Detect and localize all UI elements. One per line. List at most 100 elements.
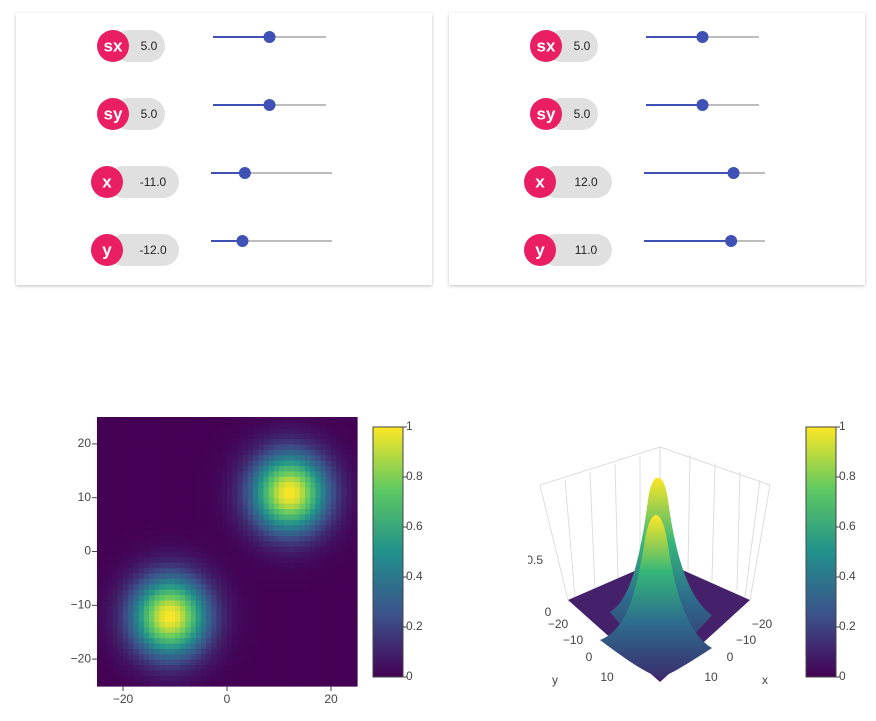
- heatmap-cell: [336, 535, 342, 542]
- heatmap-cell: [294, 508, 301, 515]
- slider-thumb[interactable]: [238, 167, 251, 179]
- heatmap-cell: [315, 621, 322, 628]
- heatmap-cell: [123, 535, 129, 542]
- heatmap-cell: [211, 454, 218, 461]
- heatmap-cell: [112, 503, 119, 510]
- heatmap-cell: [133, 427, 140, 434]
- slider-thumb[interactable]: [696, 31, 709, 43]
- heatmap-cell: [242, 497, 249, 504]
- heatmap-cell: [195, 556, 202, 563]
- heatmap-cell: [247, 637, 254, 644]
- heatmap-cell: [206, 497, 212, 504]
- heatmap-cell: [185, 417, 192, 423]
- heatmap-cell: [279, 551, 285, 558]
- heatmap-cell: [112, 524, 119, 531]
- heatmap-cell: [206, 610, 212, 617]
- heatmap-cell: [143, 535, 150, 542]
- heatmap-cell: [341, 438, 348, 445]
- heatmap-cell: [117, 626, 124, 633]
- heatmap-cell: [107, 556, 114, 563]
- heatmap-cell: [294, 626, 301, 633]
- heatmap-cell: [201, 626, 207, 633]
- heatmap-cell: [123, 497, 129, 504]
- heatmap-cell: [315, 589, 322, 596]
- slider-thumb[interactable]: [263, 31, 276, 43]
- heatmap-cell: [273, 513, 280, 520]
- heatmap-cell: [247, 583, 254, 590]
- slider-thumb[interactable]: [725, 235, 738, 247]
- heatmap-cell: [268, 503, 275, 510]
- heatmap-cell: [107, 610, 114, 617]
- x-tick-label: 20: [324, 692, 338, 706]
- heatmap-cell: [117, 497, 124, 504]
- heatmap-cell: [289, 524, 296, 531]
- heatmap-cell: [102, 486, 108, 493]
- heatmap-cell: [346, 519, 353, 526]
- heatmap-cell: [305, 427, 311, 434]
- heatmap-cell: [102, 583, 108, 590]
- heatmap-cell: [133, 546, 140, 553]
- heatmap-cell: [221, 562, 228, 569]
- heatmap-cell: [325, 470, 332, 477]
- heatmap-cell: [268, 626, 275, 633]
- heatmap-cell: [247, 546, 254, 553]
- slider-thumb[interactable]: [236, 235, 249, 247]
- heatmap-cell: [247, 594, 254, 601]
- slider-thumb[interactable]: [696, 99, 709, 111]
- heatmap-cell: [138, 589, 145, 596]
- heatmap-cell: [299, 659, 306, 666]
- heatmap-cell: [128, 621, 134, 628]
- heatmap-cell: [149, 503, 155, 510]
- heatmap-cell: [263, 648, 270, 655]
- heatmap-cell: [117, 422, 124, 429]
- heatmap-cell: [164, 540, 171, 547]
- heatmap-cell: [299, 481, 306, 488]
- heatmap-cell: [128, 675, 134, 682]
- heatmap-cell: [336, 476, 342, 483]
- heatmap-cell: [117, 481, 124, 488]
- slider-thumb[interactable]: [263, 99, 276, 111]
- heatmap-cell: [320, 626, 327, 633]
- heatmap-cell: [128, 503, 134, 510]
- heatmap-cell: [279, 546, 285, 553]
- heatmap-cell: [325, 621, 332, 628]
- heatmap-cell: [159, 476, 166, 483]
- heatmap-cell: [206, 481, 212, 488]
- heatmap-cell: [273, 454, 280, 461]
- heatmap-cell: [185, 642, 192, 649]
- heatmap-cell: [112, 664, 119, 671]
- heatmap-cell: [175, 664, 181, 671]
- heatmap-cell: [279, 486, 285, 493]
- heatmap-cell: [253, 508, 259, 515]
- heatmap-cell: [211, 417, 218, 423]
- heatmap-cell: [97, 422, 103, 429]
- heatmap-cell: [97, 610, 103, 617]
- heatmap-cell: [185, 508, 192, 515]
- heatmap-cell: [351, 503, 358, 510]
- heatmap-cell: [268, 465, 275, 472]
- heatmap-cell: [190, 573, 197, 579]
- heatmap-cell: [154, 438, 160, 445]
- heatmap-cell: [263, 599, 270, 606]
- heatmap-cell: [247, 573, 254, 579]
- heatmap-cell: [341, 492, 348, 499]
- slider-thumb[interactable]: [727, 167, 740, 179]
- heatmap-cell: [237, 433, 244, 440]
- heatmap-cell: [221, 470, 228, 477]
- heatmap-cell: [268, 616, 275, 623]
- heatmap-cell: [154, 551, 160, 558]
- heatmap-cell: [216, 567, 223, 574]
- heatmap-cell: [247, 476, 254, 483]
- chip-label: sx: [104, 36, 123, 55]
- heatmap-cell: [133, 449, 140, 456]
- heatmap-cell: [227, 626, 233, 633]
- heatmap-cell: [133, 605, 140, 612]
- heatmap-cell: [216, 551, 223, 558]
- heatmap-cell: [351, 599, 358, 606]
- heatmap-cell: [227, 594, 233, 601]
- heatmap-cell: [320, 529, 327, 536]
- heatmap-cell: [331, 573, 337, 579]
- heatmap-cell: [149, 540, 155, 547]
- heatmap-cell: [331, 675, 337, 682]
- z-tick-label: 0: [545, 605, 552, 619]
